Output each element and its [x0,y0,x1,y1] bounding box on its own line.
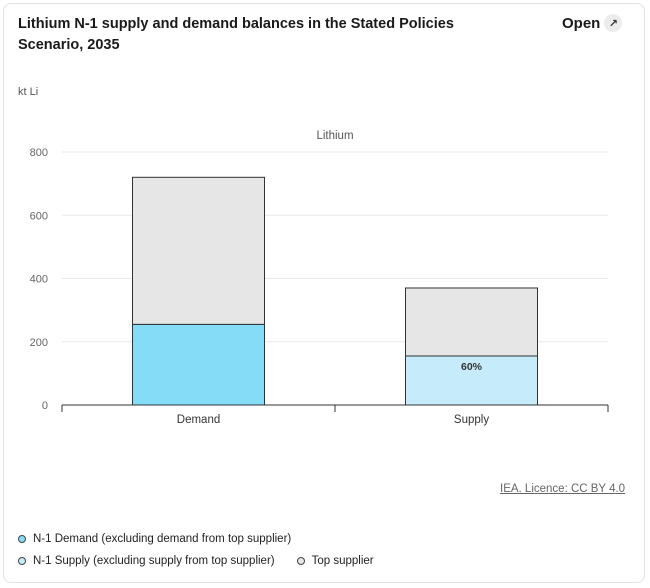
data-label: 60% [461,361,483,373]
legend-label: Top supplier [311,555,374,567]
legend-label: N-1 Demand (excluding demand from top su… [33,533,292,545]
bar-supply-segment-1 [405,287,538,357]
legend-swatch [18,557,26,565]
open-button[interactable]: Open ↗ [562,14,623,32]
y-axis-unit: kt Li [18,86,39,98]
y-tick-label: 400 [30,274,48,286]
external-link-icon: ↗ [604,14,623,32]
bar-chart: Lithium 0 200 400 600 800 Demand Supply 60% [30,130,609,426]
y-tick-label: 600 [30,210,48,222]
y-tick-label: 800 [30,147,48,159]
bar-demand-segment-0 [132,323,265,406]
legend-item-n1-supply[interactable]: N-1 Supply (excluding supply from top su… [18,555,275,567]
y-tick-label: 200 [30,337,48,349]
panel-title: Lithium [316,130,353,142]
x-tick-label: Supply [454,414,489,426]
chart-title: Lithium N-1 supply and demand balances i… [18,16,454,53]
x-tick-label: Demand [177,414,220,426]
legend-label: N-1 Supply (excluding supply from top su… [33,555,275,567]
licence-link[interactable]: IEA. Licence: CC BY 4.0 [500,483,626,495]
legend-item-n1-demand[interactable]: N-1 Demand (excluding demand from top su… [18,533,291,545]
legend-swatch [18,535,26,543]
legend: N-1 Demand (excluding demand from top su… [18,528,618,572]
y-tick-label: 0 [42,400,48,412]
legend-item-top-supplier[interactable]: Top supplier [296,555,374,567]
bar-supply-segment-0 [405,355,538,406]
legend-swatch [296,557,305,565]
open-button-label: Open [562,14,601,32]
bar-demand-segment-1 [132,176,265,325]
